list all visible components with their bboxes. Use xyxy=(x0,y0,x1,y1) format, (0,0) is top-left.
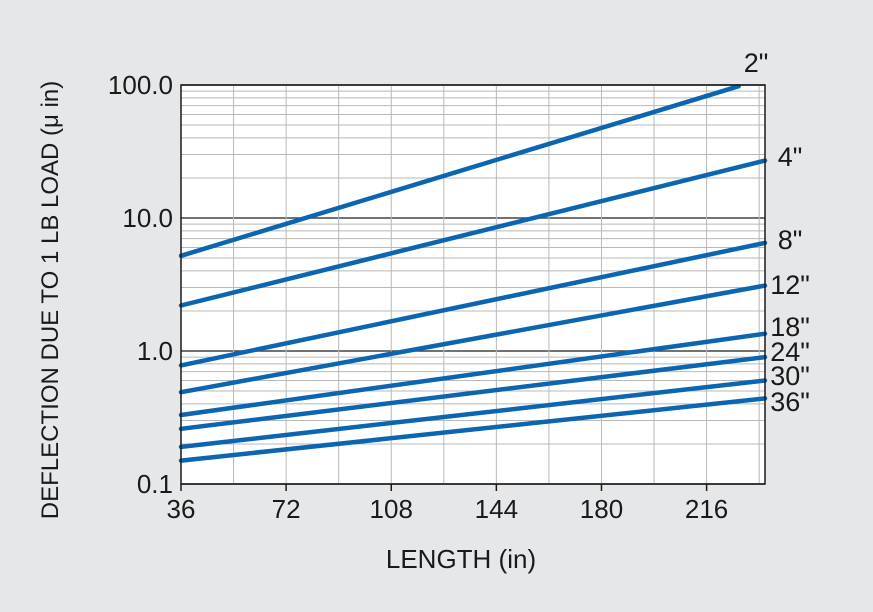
series-label: 2" xyxy=(744,48,769,78)
y-tick-label: 100.0 xyxy=(108,70,173,100)
x-tick-label: 144 xyxy=(475,494,518,524)
plot-frame xyxy=(180,84,766,485)
series-line xyxy=(178,240,768,368)
x-tick-label: 180 xyxy=(580,494,623,524)
series-label: 18" xyxy=(770,312,810,342)
series-line xyxy=(178,283,768,395)
y-tick-label: 10.0 xyxy=(122,203,173,233)
series-label: 36" xyxy=(770,387,810,417)
series-labels: 2" 4" 8" 12" 18"24"30"36" xyxy=(744,48,810,417)
series-lines xyxy=(178,83,768,463)
x-axis-label: LENGTH (in) xyxy=(386,544,536,574)
series-line xyxy=(178,158,768,308)
series-line xyxy=(178,331,768,418)
series-label: 8" xyxy=(778,225,803,255)
y-tick-label: 0.1 xyxy=(137,469,173,499)
series-label: 30" xyxy=(770,361,810,391)
axis-ticks: 36 72 108 144 180 216 0.1 1.0 10.0 100.0 xyxy=(108,70,728,524)
x-tick-label: 216 xyxy=(685,494,728,524)
series-line xyxy=(178,378,768,450)
series-label: 12" xyxy=(770,270,810,300)
y-tick-label: 1.0 xyxy=(137,336,173,366)
series-line xyxy=(178,83,741,259)
series-label: 24" xyxy=(770,337,810,367)
series-line xyxy=(178,354,768,432)
series-line xyxy=(178,396,768,463)
x-tick-label: 72 xyxy=(272,494,301,524)
y-axis-label: DEFLECTION DUE TO 1 LB LOAD (μ in) xyxy=(37,81,64,519)
x-tick-label: 108 xyxy=(370,494,413,524)
x-tick-label: 36 xyxy=(167,494,196,524)
series-label: 4" xyxy=(778,142,803,172)
